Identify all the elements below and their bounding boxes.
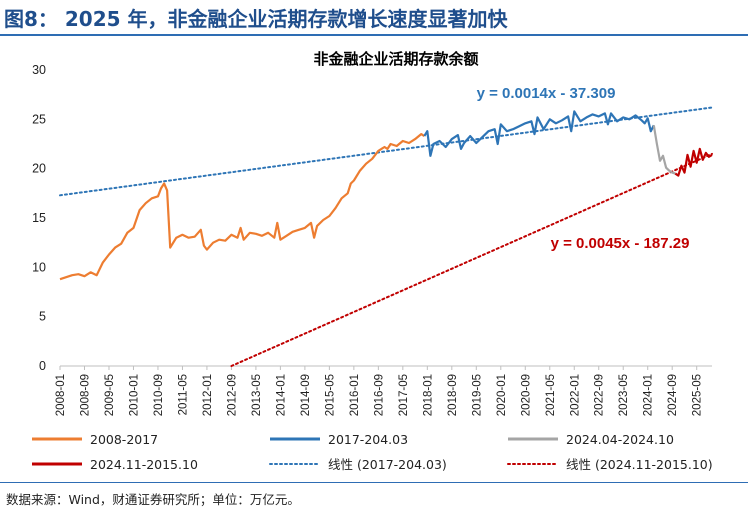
source-note: 数据来源：Wind，财通证券研究所；单位：万亿元。 bbox=[6, 492, 300, 507]
series-line-s2017 bbox=[423, 110, 655, 157]
x-tick-label: 2022-09 bbox=[594, 374, 606, 416]
x-tick-label: 2025-05 bbox=[692, 374, 704, 416]
trendline-trend1 bbox=[59, 106, 713, 197]
x-tick-label: 2014-01 bbox=[275, 374, 287, 416]
trendline-trend2 bbox=[230, 152, 713, 367]
x-tick-label: 2018-01 bbox=[422, 374, 434, 416]
title-rule bbox=[0, 34, 748, 36]
x-tick-label: 2019-05 bbox=[471, 374, 483, 416]
trend-equation-1: y = 0.0014x - 37.309 bbox=[477, 85, 616, 102]
y-tick-label: 0 bbox=[39, 359, 46, 373]
series-line-s2024b bbox=[674, 147, 713, 177]
x-tick-label: 2010-01 bbox=[128, 374, 140, 416]
legend-label-trend1: 线性 (2017-204.03) bbox=[328, 457, 447, 472]
x-tick-label: 2017-05 bbox=[398, 374, 410, 416]
x-tick-label: 2018-09 bbox=[447, 374, 459, 416]
trend-equation-2: y = 0.0045x - 187.29 bbox=[551, 235, 690, 252]
line-chart: 非金融企业活期存款余额 0 5 10 15 20 25 30 2008-01 2008-09 200… bbox=[32, 50, 713, 472]
y-tick-label: 5 bbox=[39, 310, 46, 324]
figure-title: 图8： 2025 年，非金融企业活期存款增长速度显著加快 bbox=[4, 7, 508, 31]
x-tick-label: 2008-09 bbox=[79, 374, 91, 416]
legend-label-s2008: 2008-2017 bbox=[90, 432, 158, 447]
x-tick-label: 2016-09 bbox=[373, 374, 385, 416]
x-tick-label: 2021-05 bbox=[545, 374, 557, 416]
legend-label-s2024b: 2024.11-2015.10 bbox=[90, 457, 198, 472]
x-tick-label: 2024-01 bbox=[643, 374, 655, 416]
x-tick-label: 2015-05 bbox=[324, 374, 336, 416]
y-tick-label: 30 bbox=[32, 63, 46, 77]
legend-label-s2017: 2017-204.03 bbox=[328, 432, 408, 447]
x-tick-label: 2009-05 bbox=[104, 374, 116, 416]
x-tick-label: 2023-05 bbox=[618, 374, 630, 416]
legend-label-s2024a: 2024.04-2024.10 bbox=[566, 432, 674, 447]
y-tick-label: 10 bbox=[32, 260, 46, 274]
x-tick-label: 2020-01 bbox=[496, 374, 508, 416]
y-tick-label: 25 bbox=[32, 112, 46, 126]
x-tick-label: 2011-05 bbox=[177, 374, 189, 415]
bottom-rule bbox=[0, 482, 748, 483]
x-tick-label: 2016-01 bbox=[349, 374, 361, 416]
x-tick-label: 2020-09 bbox=[520, 374, 532, 416]
legend-label-trend2: 线性 (2024.11-2015.10) bbox=[566, 457, 713, 472]
series-line-s2024a bbox=[652, 125, 676, 175]
y-tick-label: 20 bbox=[32, 162, 46, 176]
x-tick-label: 2024-09 bbox=[667, 374, 679, 416]
x-tick-label: 2014-09 bbox=[300, 374, 312, 416]
series-line-s2008 bbox=[59, 133, 425, 281]
chart-title: 非金融企业活期存款余额 bbox=[313, 50, 478, 68]
y-tick-label: 15 bbox=[32, 211, 46, 225]
x-tick-label: 2008-01 bbox=[55, 374, 67, 416]
x-tick-label: 2010-09 bbox=[153, 374, 165, 416]
x-tick-label: 2012-09 bbox=[226, 374, 238, 416]
x-tick-label: 2022-01 bbox=[569, 374, 581, 416]
x-tick-label: 2012-01 bbox=[202, 374, 214, 416]
x-tick-label: 2013-05 bbox=[251, 374, 263, 416]
